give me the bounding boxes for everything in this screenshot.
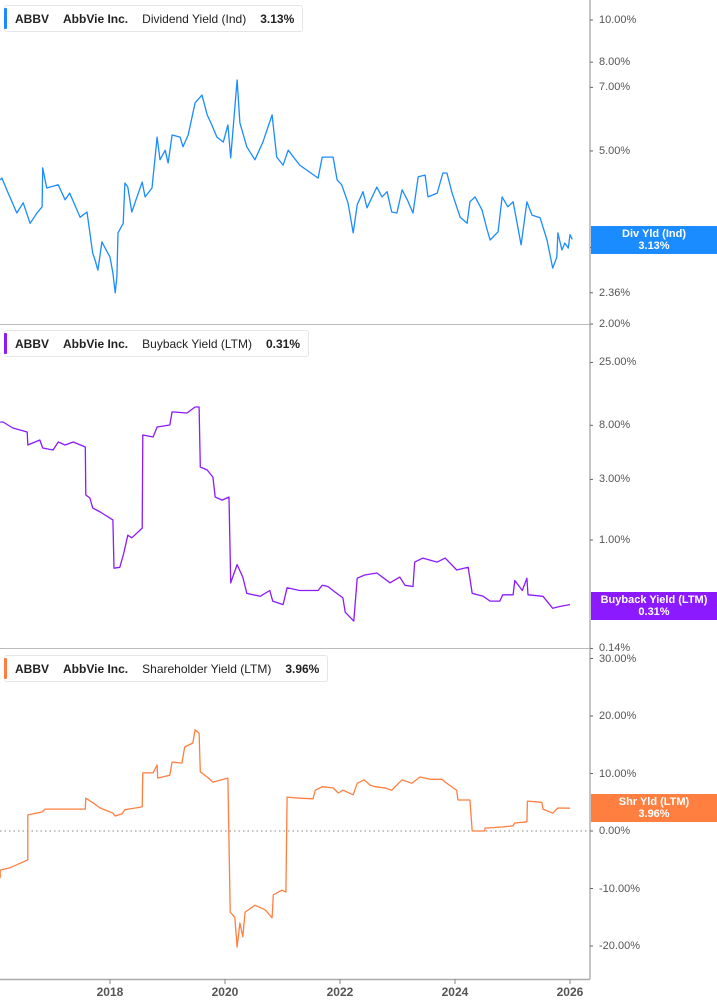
y-tick-label: 5.00%	[599, 144, 631, 157]
legend-value: 0.31%	[265, 336, 301, 351]
series-legend: ABBV AbbVie Inc. Shareholder Yield (LTM) 3.…	[4, 655, 329, 682]
y-tick-label: 7.00%	[599, 81, 631, 94]
series-legend: ABBV AbbVie Inc. Buyback Yield (LTM) 0.31%	[4, 330, 310, 357]
legend-ticker: ABBV	[15, 11, 50, 26]
x-tick-label: 2024	[441, 985, 469, 999]
value-label-title: Buyback Yield (LTM)	[600, 594, 708, 606]
legend-company: AbbVie Inc.	[63, 661, 129, 676]
series-legend: ABBV AbbVie Inc. Dividend Yield (Ind) 3.13%	[4, 5, 304, 32]
y-tick-label: 2.00%	[599, 318, 631, 331]
y-tick-label: 1.00%	[599, 534, 631, 546]
series-color-swatch	[4, 8, 7, 29]
y-tick-label: 20.00%	[599, 710, 637, 722]
y-tick-label: 0.14%	[599, 642, 631, 655]
series-color-swatch	[4, 333, 7, 354]
legend-value: 3.96%	[285, 661, 320, 676]
current-value-label: Shr Yld (LTM) 3.96%	[591, 794, 717, 822]
value-label-title: Shr Yld (LTM)	[618, 796, 690, 808]
x-tick-label: 2020	[211, 985, 239, 999]
legend-value: 3.13%	[260, 11, 295, 26]
legend-metric: Buyback Yield (LTM)	[142, 336, 252, 351]
legend-ticker: ABBV	[15, 661, 50, 676]
y-tick-label: 2.36%	[599, 286, 631, 299]
legend-ticker: ABBV	[15, 336, 50, 351]
y-tick-label: 3.00%	[599, 473, 631, 486]
value-label-value: 3.96%	[638, 808, 670, 820]
series-color-swatch	[4, 658, 7, 679]
y-tick-label: 25.00%	[599, 356, 637, 369]
value-label-value: 3.13%	[638, 240, 670, 252]
legend-company: AbbVie Inc.	[63, 336, 129, 351]
legend-metric: Shareholder Yield (LTM)	[142, 661, 272, 676]
y-tick-label: 10.00%	[599, 14, 637, 26]
current-value-label: Buyback Yield (LTM) 0.31%	[591, 592, 717, 620]
y-tick-label: 8.00%	[599, 419, 631, 432]
current-value-label: Div Yld (Ind) 3.13%	[591, 226, 717, 254]
value-label-title: Div Yld (Ind)	[622, 228, 686, 240]
y-tick-label: -10.00%	[599, 882, 640, 895]
value-label-value: 0.31%	[638, 606, 670, 618]
y-tick-label: 10.00%	[599, 767, 637, 780]
x-tick-label: 2022	[326, 985, 354, 999]
series-line	[0, 406, 571, 622]
y-tick-label: 0.00%	[599, 825, 631, 837]
series-line	[0, 79, 573, 294]
y-tick-label: 30.00%	[599, 652, 637, 665]
x-tick-label: 2018	[96, 985, 124, 999]
y-tick-label: -20.00%	[599, 940, 640, 952]
legend-metric: Dividend Yield (Ind)	[142, 11, 247, 26]
y-tick-label: 8.00%	[599, 56, 631, 69]
series-line	[0, 729, 571, 948]
legend-company: AbbVie Inc.	[63, 11, 129, 26]
x-tick-label: 2026	[556, 985, 584, 999]
